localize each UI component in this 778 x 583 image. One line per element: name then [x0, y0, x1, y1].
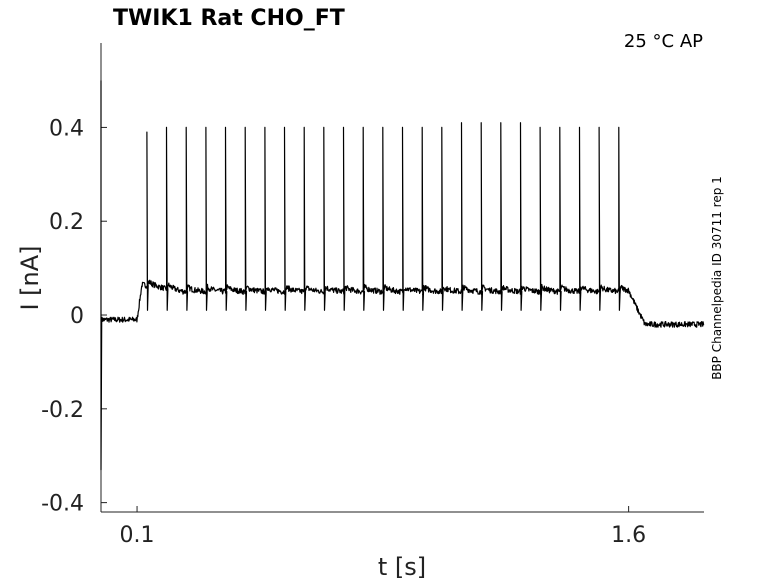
x-tick-label: 0.1: [120, 523, 155, 548]
y-axis-label: I [nA]: [16, 245, 44, 310]
y-tick-label: 0: [70, 304, 84, 329]
current-trace-line: [100, 80, 705, 471]
x-ticks: 0.1 1.6: [120, 506, 646, 548]
x-axis-label: t [s]: [378, 553, 426, 581]
chart-title: TWIK1 Rat CHO_FT: [113, 6, 345, 31]
channelpedia-id-label: BBP Channelpedia ID 30711 rep 1: [710, 176, 724, 380]
x-tick-label: 1.6: [611, 523, 646, 548]
y-tick-label: -0.4: [41, 492, 84, 517]
y-tick-label: -0.2: [41, 398, 84, 423]
y-tick-label: 0.4: [49, 116, 84, 141]
y-ticks: 0.4 0.2 0 -0.2 -0.4: [41, 116, 107, 517]
y-tick-label: 0.2: [49, 210, 84, 235]
condition-annotation: 25 °C AP: [624, 31, 703, 52]
